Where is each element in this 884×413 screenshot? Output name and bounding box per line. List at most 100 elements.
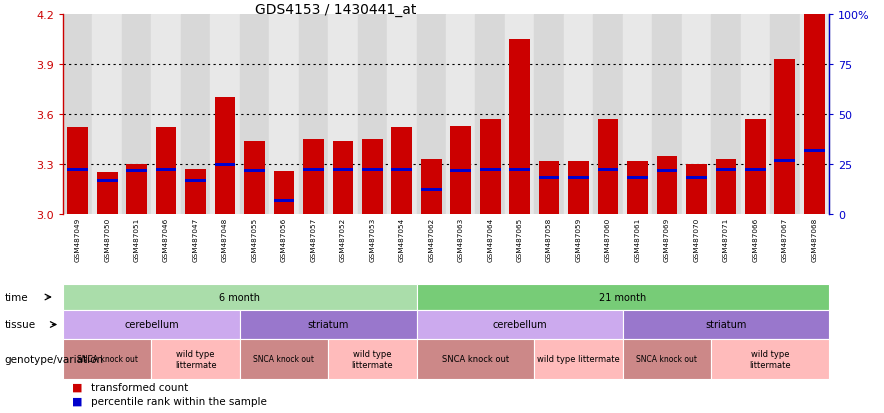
Text: SNCA knock out: SNCA knock out [77,355,138,363]
Bar [451,170,471,173]
Bar [299,15,328,214]
Bar [568,161,589,214]
Text: percentile rank within the sample: percentile rank within the sample [91,396,267,406]
Bar [539,176,560,179]
Bar [476,15,505,214]
Bar [686,176,706,179]
Bar [804,150,825,153]
Bar [480,168,500,171]
Bar [804,15,825,214]
Bar [186,170,206,214]
Bar [392,128,412,214]
Bar [387,15,416,214]
Bar [240,15,270,214]
Bar [741,15,770,214]
Bar [416,15,446,214]
Bar [97,173,118,214]
Bar [657,156,677,214]
Text: striatum: striatum [308,320,349,330]
Bar [270,15,299,214]
Text: SNCA knock out: SNCA knock out [442,355,509,363]
Text: striatum: striatum [705,320,747,330]
Bar [505,15,535,214]
Text: SNCA knock out: SNCA knock out [254,355,315,363]
Bar [186,180,206,183]
Bar [358,15,387,214]
Bar [328,15,358,214]
Bar [682,15,711,214]
Bar [652,15,682,214]
Bar [593,15,622,214]
Bar [244,141,265,214]
Bar [446,15,476,214]
Bar [568,176,589,179]
Bar [711,15,741,214]
Bar [215,98,235,214]
Bar [598,168,618,171]
Bar [151,15,181,214]
Bar [215,163,235,166]
Text: wild type
littermate: wild type littermate [750,349,791,369]
Bar [715,159,736,214]
Bar [156,168,177,171]
Bar [274,171,294,214]
Bar [598,120,618,214]
Bar [332,141,354,214]
Bar [126,165,147,214]
Text: cerebellum: cerebellum [124,320,179,330]
Text: ■: ■ [72,382,82,392]
Text: tissue: tissue [4,320,35,330]
Bar [535,15,564,214]
Bar [156,128,177,214]
Bar [421,188,442,191]
Bar [564,15,593,214]
Text: genotype/variation: genotype/variation [4,354,103,364]
Bar [539,161,560,214]
Bar [97,180,118,183]
Bar [686,165,706,214]
Text: SNCA knock out: SNCA knock out [636,355,697,363]
Bar [421,159,442,214]
Text: cerebellum: cerebellum [492,320,547,330]
Bar [745,120,766,214]
Bar [210,15,240,214]
Bar [67,168,88,171]
Bar [715,168,736,171]
Bar [774,160,795,163]
Bar [509,40,530,214]
Text: wild type
littermate: wild type littermate [352,349,393,369]
Bar [745,168,766,171]
Bar [362,168,383,171]
Bar [627,161,648,214]
Bar [657,170,677,173]
Text: 21 month: 21 month [599,292,646,302]
Bar [770,15,799,214]
Text: transformed count: transformed count [91,382,188,392]
Bar [392,168,412,171]
Bar [303,168,324,171]
Text: GDS4153 / 1430441_at: GDS4153 / 1430441_at [255,3,416,17]
Bar [362,140,383,214]
Bar [622,15,652,214]
Bar [126,170,147,173]
Bar [509,168,530,171]
Bar [774,60,795,214]
Bar [799,15,829,214]
Bar [274,199,294,203]
Bar [93,15,122,214]
Text: wild type littermate: wild type littermate [537,355,620,363]
Bar [332,168,354,171]
Bar [244,170,265,173]
Bar [67,128,88,214]
Bar [627,176,648,179]
Bar [122,15,151,214]
Text: time: time [4,292,28,302]
Text: ■: ■ [72,396,82,406]
Bar [63,15,93,214]
Bar [451,126,471,214]
Bar [181,15,210,214]
Text: wild type
littermate: wild type littermate [175,349,217,369]
Text: 6 month: 6 month [219,292,260,302]
Bar [303,140,324,214]
Bar [480,120,500,214]
